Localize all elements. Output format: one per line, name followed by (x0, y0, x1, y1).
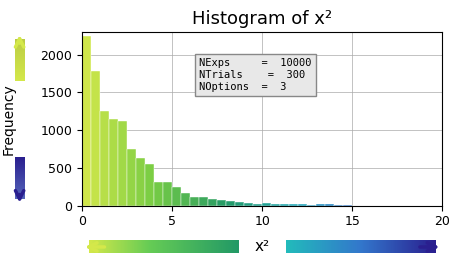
Text: x²: x² (254, 239, 269, 254)
Bar (271, 204, 279, 206)
Bar (163, 182, 172, 206)
Bar (100, 111, 109, 206)
Bar (82, 36, 91, 206)
Bar (235, 202, 244, 206)
Bar (127, 149, 136, 206)
Bar (109, 119, 118, 206)
Bar (91, 71, 100, 206)
Bar (217, 200, 226, 206)
Bar (244, 203, 253, 206)
Text: Frequency: Frequency (2, 83, 15, 155)
Bar (262, 203, 271, 206)
Bar (207, 199, 217, 206)
Bar (307, 205, 315, 206)
Bar (118, 121, 127, 206)
Bar (253, 204, 262, 206)
Bar (136, 158, 145, 206)
Bar (288, 204, 298, 206)
Text: NExps     =  10000
NTrials    =  300
NOptions  =  3: NExps = 10000 NTrials = 300 NOptions = 3 (199, 58, 311, 92)
Bar (199, 197, 207, 206)
Title: Histogram of x²: Histogram of x² (192, 10, 332, 28)
Bar (190, 197, 199, 206)
Bar (279, 204, 288, 206)
Bar (316, 204, 324, 206)
Bar (298, 204, 307, 206)
Bar (154, 182, 163, 206)
Bar (226, 201, 235, 206)
Bar (145, 164, 154, 206)
Bar (334, 205, 343, 206)
Bar (343, 205, 351, 206)
Bar (172, 187, 181, 206)
Bar (324, 205, 334, 206)
Bar (181, 193, 190, 206)
